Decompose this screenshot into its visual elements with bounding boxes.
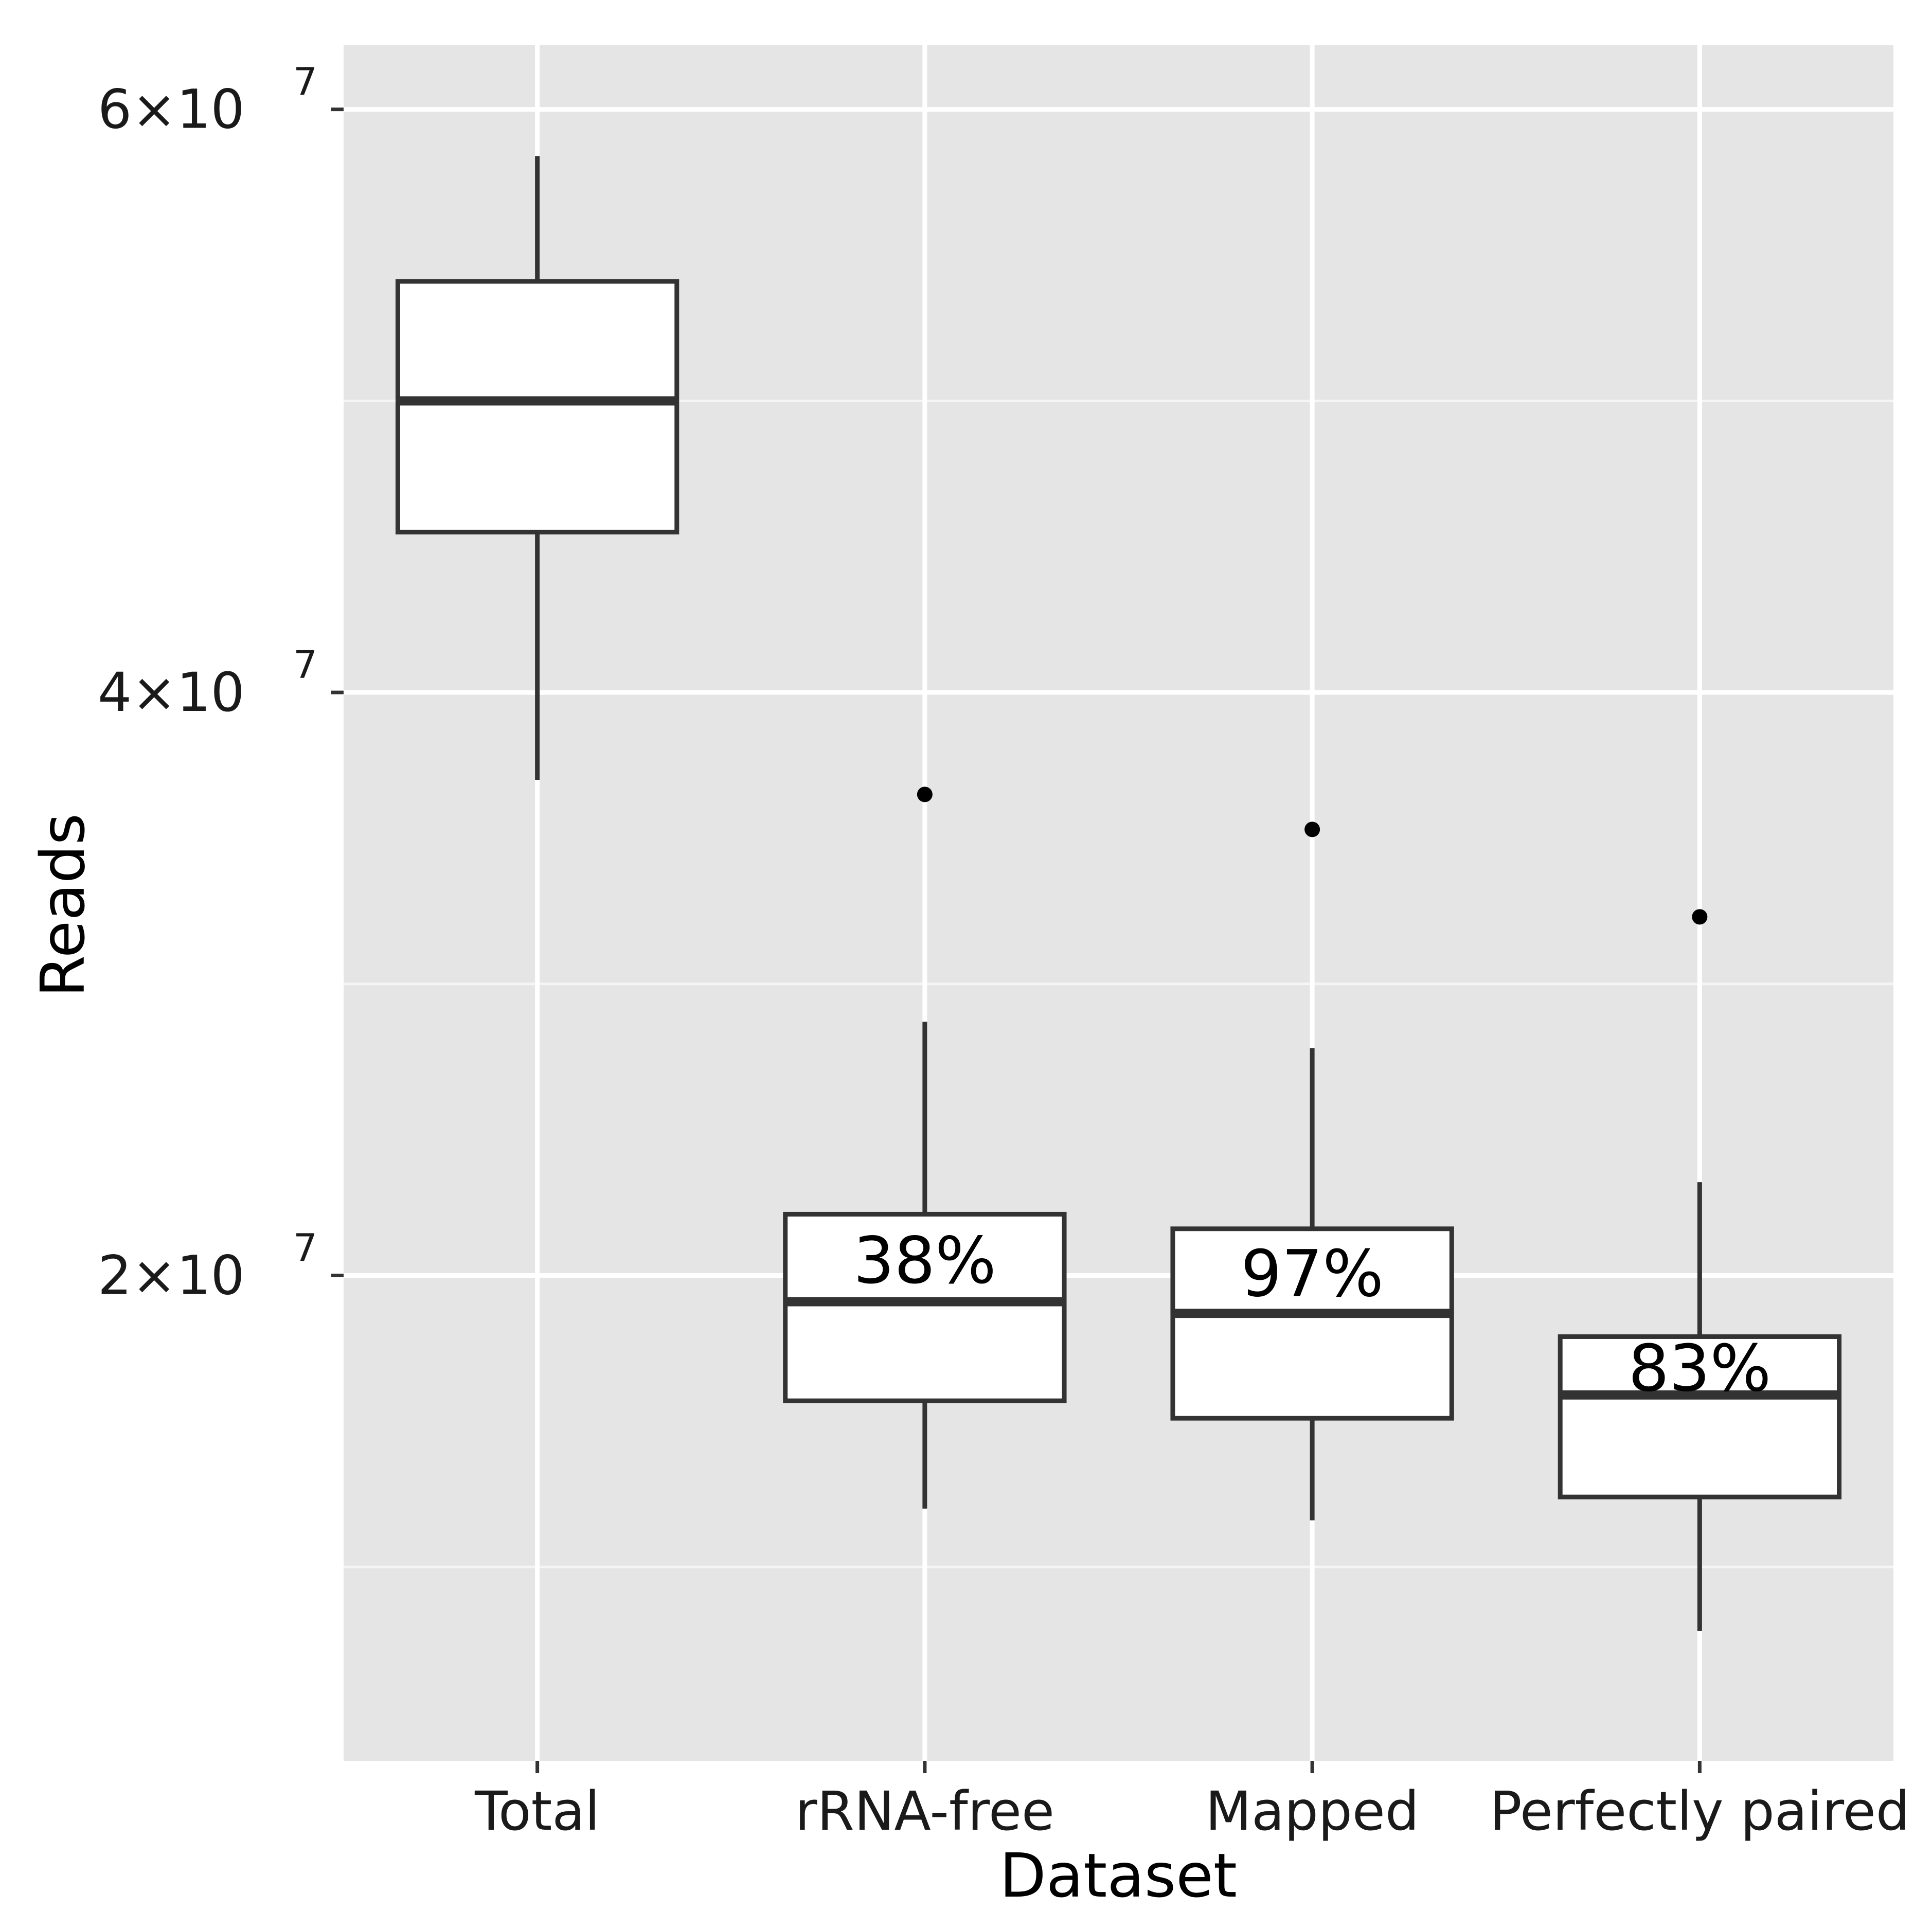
y-tick-exponent: 7	[293, 1226, 317, 1270]
boxes: 38% 97% 83%	[395, 156, 1842, 1631]
outlier-point	[1304, 821, 1320, 837]
box-group: 97%	[1170, 821, 1454, 1521]
x-tick-label: rRNA-free	[795, 1780, 1054, 1843]
x-axis-title: Dataset	[999, 1840, 1237, 1911]
outlier-point	[1692, 909, 1708, 925]
percent-annotation: 97%	[1241, 1237, 1384, 1311]
percent-annotation: 38%	[853, 1223, 996, 1298]
box-group: 83%	[1558, 909, 1842, 1631]
box-iqr	[783, 1211, 1067, 1403]
x-tick-label: Total	[474, 1780, 600, 1843]
x-tick-label: Perfectly paired	[1490, 1780, 1910, 1843]
y-tick-label: 4×10	[98, 661, 245, 724]
percent-annotation: 83%	[1628, 1331, 1771, 1406]
axes: 2×10 7 4×10 7 6×10 7 Total rRNA-free Mapped Perfe…	[98, 60, 1910, 1843]
box-group	[395, 156, 679, 780]
box-iqr	[1170, 1226, 1454, 1421]
box-group: 38%	[783, 787, 1067, 1509]
outlier-point	[917, 787, 933, 802]
x-tick-label: Mapped	[1205, 1780, 1419, 1843]
box-iqr	[1558, 1334, 1842, 1499]
y-tick-label: 2×10	[98, 1244, 245, 1307]
y-tick-label: 6×10	[98, 78, 245, 141]
y-tick-exponent: 7	[293, 60, 317, 104]
box-iqr	[395, 279, 679, 534]
y-tick-exponent: 7	[293, 643, 317, 687]
y-axis-title: Reads	[27, 813, 98, 997]
